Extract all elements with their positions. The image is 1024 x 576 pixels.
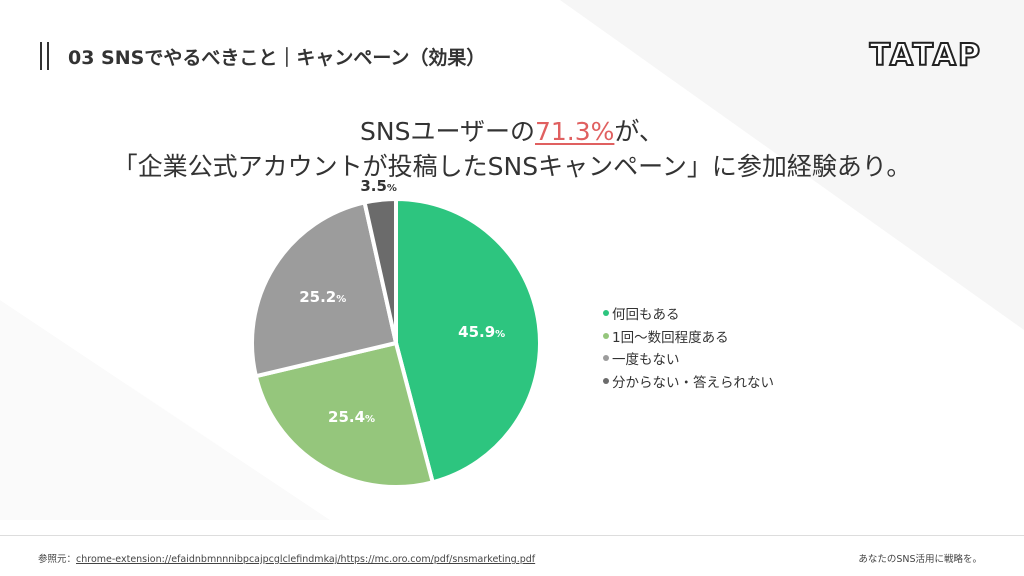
source-citation: 参照元：chrome-extension://efaidnbmnnnibpcaj…: [38, 551, 535, 565]
pie-slice-4: [362, 197, 398, 345]
legend-label: 一度もない: [612, 352, 680, 369]
footer-divider: [0, 535, 1024, 536]
headline-text-after: が、: [614, 117, 664, 146]
headline-text-before: SNSユーザーの: [360, 117, 535, 146]
pie-label-2: 25.4%: [328, 408, 375, 426]
section-title: 03 SNSでやるべきこと｜キャンペーン（効果）: [68, 47, 486, 69]
pie-slice-3: [250, 200, 398, 379]
pie-label-4: 3.5%: [360, 177, 397, 195]
headline-line-1: SNSユーザーの71.3%が、: [0, 112, 1024, 148]
legend-item-2: 1回～数回程度ある: [603, 325, 774, 348]
chart-legend: 何回もある 1回～数回程度ある 一度もない分からない・答えられない: [603, 302, 774, 392]
pie-label-1: 45.9%: [458, 323, 505, 341]
pie-slice-2: [253, 341, 435, 489]
source-prefix: 参照元：: [38, 554, 77, 565]
legend-swatch-icon: [603, 355, 609, 362]
legend-swatch-icon: [603, 332, 609, 339]
legend-swatch-icon: [603, 310, 609, 317]
source-link[interactable]: chrome-extension://efaidnbmnnnibpcajpcgl…: [76, 554, 536, 565]
legend-label: 1回～数回程度ある: [612, 329, 729, 346]
legend-item-4: 分からない・答えられない: [603, 370, 774, 393]
headline-line-2: 「企業公式アカウントが投稿したSNSキャンペーン」に参加経験あり。: [112, 152, 912, 181]
footer-tagline: あなたのSNS活用に戦略を。: [858, 554, 982, 565]
legend-label: 分からない・答えられない: [612, 374, 774, 391]
pie-label-3: 25.2%: [299, 288, 346, 306]
legend-item-1: 何回もある: [603, 302, 774, 325]
pie-slice-1: [394, 197, 542, 485]
tatap-logo: TATAP: [869, 37, 982, 74]
headline-highlight-percent: 71.3%: [535, 117, 615, 146]
legend-label: 何回もある: [612, 307, 680, 324]
legend-swatch-icon: [603, 377, 609, 384]
legend-item-3: 一度もない: [603, 347, 774, 370]
